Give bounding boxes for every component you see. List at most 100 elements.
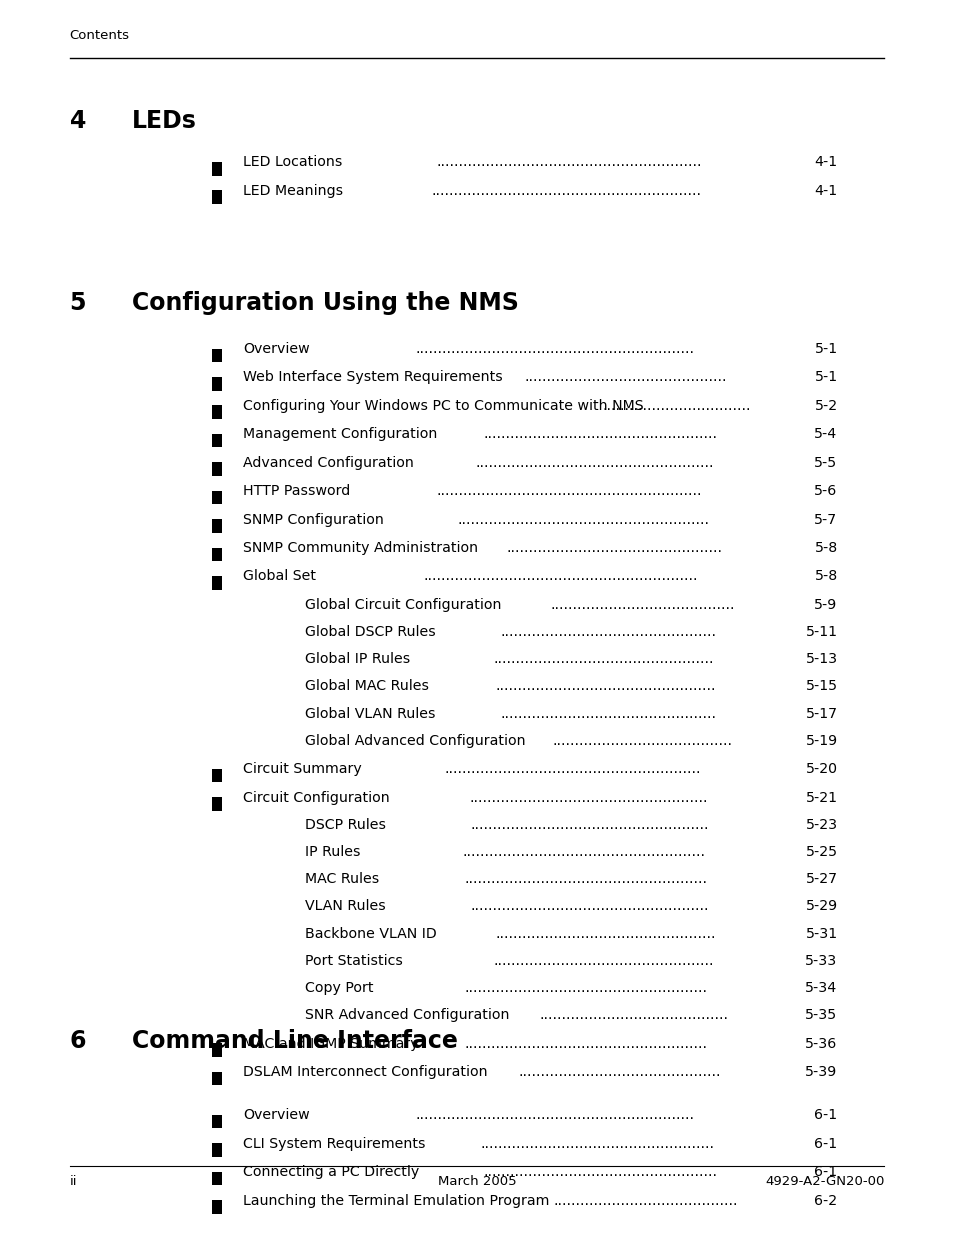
Text: .........................................: ........................................… — [553, 1194, 737, 1208]
Text: .............................................: ........................................… — [524, 371, 726, 384]
Text: 5-29: 5-29 — [804, 900, 837, 913]
Bar — [212, 1072, 222, 1085]
Text: ..............................................................: ........................................… — [416, 1109, 694, 1122]
Text: Configuration Using the NMS: Configuration Using the NMS — [132, 292, 518, 315]
Text: ......................................................: ........................................… — [461, 845, 704, 859]
Text: ........................................: ........................................ — [552, 734, 732, 748]
Text: SNMP Community Administration: SNMP Community Administration — [243, 541, 477, 555]
Text: VLAN Rules: VLAN Rules — [305, 900, 386, 913]
Bar — [212, 1043, 222, 1057]
Text: 5-34: 5-34 — [804, 981, 837, 995]
Text: Connecting a PC Directly: Connecting a PC Directly — [243, 1166, 419, 1179]
Text: 5-23: 5-23 — [804, 818, 837, 832]
Text: 5-1: 5-1 — [814, 342, 837, 356]
Text: .................................................: ........................................… — [493, 653, 713, 666]
Text: 5-19: 5-19 — [804, 734, 837, 748]
Bar — [212, 519, 222, 533]
Text: 5-33: 5-33 — [804, 954, 837, 968]
Text: 5-31: 5-31 — [804, 927, 837, 941]
Text: ...........................................................: ........................................… — [436, 485, 701, 498]
Text: ................................................: ........................................… — [500, 625, 717, 639]
Text: ii: ii — [70, 1175, 77, 1189]
Text: March 2005: March 2005 — [437, 1175, 516, 1189]
Text: ........................................................: ........................................… — [457, 513, 709, 527]
Text: DSLAM Interconnect Configuration: DSLAM Interconnect Configuration — [243, 1065, 487, 1079]
Text: Global IP Rules: Global IP Rules — [305, 653, 410, 666]
Text: 4-1: 4-1 — [814, 156, 837, 169]
Bar — [212, 190, 222, 204]
Bar — [212, 405, 222, 419]
Text: 5-8: 5-8 — [814, 541, 837, 555]
Text: SNR Advanced Configuration: SNR Advanced Configuration — [305, 1009, 509, 1022]
Text: Global DSCP Rules: Global DSCP Rules — [305, 625, 436, 639]
Text: Advanced Configuration: Advanced Configuration — [243, 456, 414, 470]
Text: Copy Port: Copy Port — [305, 981, 374, 995]
Text: Overview: Overview — [243, 342, 310, 356]
Text: 5-15: 5-15 — [804, 680, 837, 693]
Bar — [212, 548, 222, 561]
Text: LEDs: LEDs — [132, 110, 196, 133]
Bar — [212, 576, 222, 590]
Text: HTTP Password: HTTP Password — [243, 485, 350, 498]
Text: .....................................................: ........................................… — [476, 456, 714, 470]
Text: 5-17: 5-17 — [804, 707, 837, 721]
Text: Global Circuit Configuration: Global Circuit Configuration — [305, 598, 501, 612]
Text: .............................................................: ........................................… — [423, 570, 698, 583]
Text: ............................................................: ........................................… — [432, 184, 701, 198]
Text: 5-35: 5-35 — [804, 1009, 837, 1022]
Text: ....................................................: ........................................… — [483, 428, 717, 441]
Text: Backbone VLAN ID: Backbone VLAN ID — [305, 927, 436, 941]
Bar — [212, 462, 222, 476]
Text: 5-9: 5-9 — [814, 598, 837, 612]
Text: Global Advanced Configuration: Global Advanced Configuration — [305, 734, 525, 748]
Text: SNMP Configuration: SNMP Configuration — [243, 513, 384, 527]
Text: Launching the Terminal Emulation Program: Launching the Terminal Emulation Program — [243, 1194, 549, 1208]
Bar — [212, 1143, 222, 1157]
Text: .........................................: ........................................… — [550, 598, 734, 612]
Bar — [212, 1172, 222, 1185]
Bar — [212, 162, 222, 176]
Bar — [212, 769, 222, 782]
Bar — [212, 491, 222, 504]
Text: ......................................................: ........................................… — [464, 1037, 707, 1051]
Bar — [212, 1115, 222, 1128]
Bar — [212, 349, 222, 362]
Text: .................................................: ........................................… — [496, 680, 716, 693]
Text: 5-25: 5-25 — [804, 845, 837, 859]
Text: 6-1: 6-1 — [814, 1166, 837, 1179]
Text: CLI System Requirements: CLI System Requirements — [243, 1137, 425, 1151]
Text: .....................................................: ........................................… — [470, 900, 708, 913]
Bar — [212, 797, 222, 811]
Text: 6-1: 6-1 — [814, 1109, 837, 1122]
Text: Circuit Configuration: Circuit Configuration — [243, 791, 390, 805]
Text: 5-36: 5-36 — [804, 1037, 837, 1051]
Text: ................................................: ........................................… — [500, 707, 717, 721]
Text: ...........................................................: ........................................… — [436, 156, 701, 169]
Text: 5-27: 5-27 — [804, 873, 837, 886]
Text: ......................................................: ........................................… — [464, 981, 707, 995]
Text: ..............................................................: ........................................… — [416, 342, 694, 356]
Text: .............................................: ........................................… — [518, 1065, 720, 1079]
Text: ....................................................: ........................................… — [480, 1137, 714, 1151]
Text: .........................................................: ........................................… — [444, 763, 700, 776]
Text: .....................................................: ........................................… — [470, 791, 708, 805]
Text: LED Locations: LED Locations — [243, 156, 342, 169]
Text: Management Configuration: Management Configuration — [243, 428, 437, 441]
Text: Overview: Overview — [243, 1109, 310, 1122]
Text: .................................................: ........................................… — [493, 954, 713, 968]
Text: 4929-A2-GN20-00: 4929-A2-GN20-00 — [764, 1175, 883, 1189]
Text: 5: 5 — [70, 292, 86, 315]
Text: 4-1: 4-1 — [814, 184, 837, 198]
Text: 4: 4 — [70, 110, 86, 133]
Text: 6: 6 — [70, 1030, 86, 1053]
Text: Configuring Your Windows PC to Communicate with NMS: Configuring Your Windows PC to Communica… — [243, 399, 643, 413]
Text: 5-20: 5-20 — [804, 763, 837, 776]
Text: 5-6: 5-6 — [814, 485, 837, 498]
Text: ..........................................: ........................................… — [539, 1009, 728, 1022]
Text: Web Interface System Requirements: Web Interface System Requirements — [243, 371, 502, 384]
Text: Port Statistics: Port Statistics — [305, 954, 403, 968]
Text: MAC Rules: MAC Rules — [305, 873, 379, 886]
Text: 5-7: 5-7 — [814, 513, 837, 527]
Text: .................................: ................................. — [601, 399, 750, 413]
Text: Global Set: Global Set — [243, 570, 316, 583]
